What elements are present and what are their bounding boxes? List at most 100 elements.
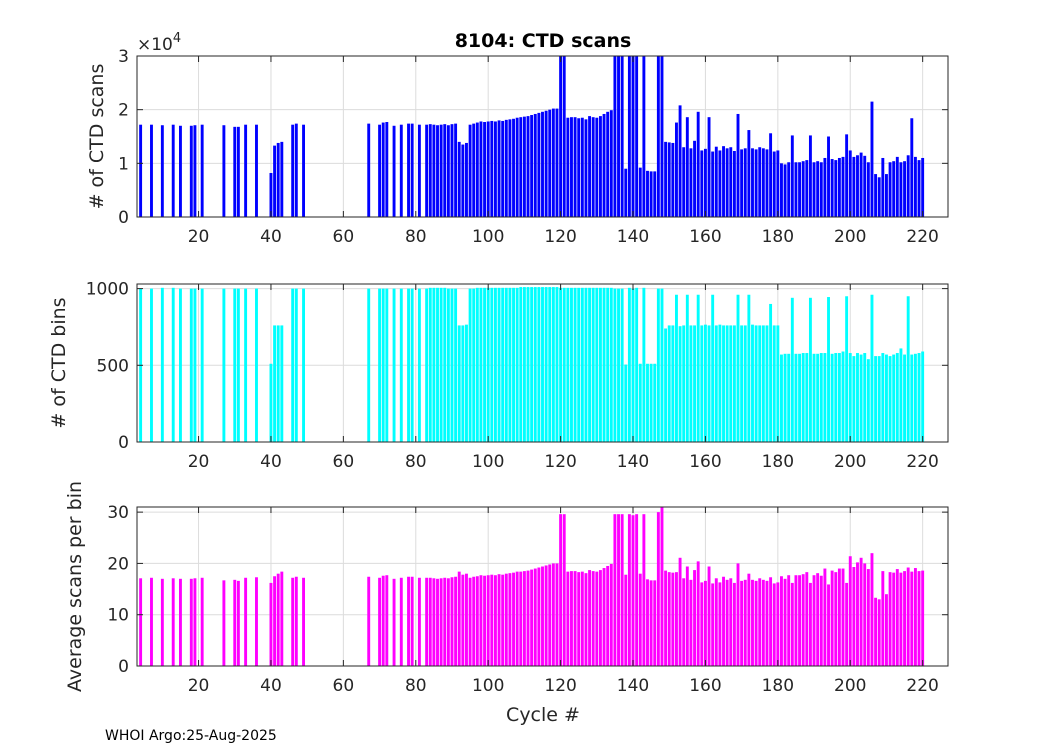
bar (816, 353, 820, 442)
bar (660, 507, 664, 666)
bar (635, 287, 639, 442)
bar (493, 121, 497, 217)
bar (801, 353, 805, 442)
bar (446, 578, 450, 666)
bar (660, 288, 664, 442)
bar (595, 287, 599, 442)
bar (689, 148, 693, 217)
bar (787, 162, 791, 217)
bar (649, 171, 653, 217)
bar (548, 287, 552, 442)
bar (486, 575, 490, 666)
bar (446, 288, 450, 442)
bar (747, 294, 751, 442)
bar (233, 579, 237, 666)
bar (703, 324, 707, 442)
bar (700, 325, 704, 442)
x-tick-label: 120 (544, 227, 576, 247)
bar (877, 599, 881, 666)
bar (399, 577, 403, 666)
bar (772, 151, 776, 217)
bar (921, 351, 925, 442)
bar (490, 574, 494, 666)
bar (772, 583, 776, 666)
bar (751, 324, 754, 442)
bar (504, 287, 508, 442)
bar (877, 356, 881, 442)
bar (200, 124, 204, 217)
bar (642, 514, 646, 666)
bar (233, 126, 237, 217)
bar (732, 582, 736, 666)
bar (794, 162, 798, 217)
bar (866, 569, 870, 666)
bar (580, 117, 584, 217)
bar (866, 162, 870, 217)
bar (533, 113, 537, 217)
bar (707, 325, 711, 442)
bar (638, 167, 642, 217)
x-tick-label: 20 (188, 676, 210, 696)
y-axis-label: # of CTD scans (86, 64, 108, 210)
bar (222, 125, 226, 217)
bar (150, 577, 153, 666)
bar (718, 582, 722, 666)
bar (512, 572, 515, 666)
bar (667, 325, 671, 442)
bar (512, 118, 515, 217)
bar (649, 363, 653, 442)
bar (562, 287, 566, 442)
bar (664, 141, 668, 217)
bar (845, 134, 849, 217)
bar (722, 146, 725, 217)
bar (899, 162, 903, 217)
bar (512, 287, 515, 442)
bar (859, 152, 863, 217)
bar (801, 161, 805, 217)
bar (711, 151, 715, 217)
bar (682, 578, 686, 666)
bar (624, 364, 628, 442)
bar (584, 573, 588, 666)
bar (432, 578, 436, 666)
bar (888, 162, 892, 217)
bar (367, 288, 371, 442)
bar (179, 578, 182, 666)
bar (780, 576, 783, 666)
bar (551, 287, 555, 442)
bar (222, 288, 226, 442)
x-tick-label: 200 (834, 227, 866, 247)
bar (649, 580, 653, 666)
bar (678, 326, 682, 442)
bar (244, 124, 248, 217)
bar (179, 288, 182, 442)
bar (834, 572, 838, 666)
bar (537, 112, 541, 217)
bar (885, 174, 888, 217)
y-exponent-power: 4 (173, 31, 181, 46)
bar (830, 353, 834, 442)
bar (722, 325, 725, 442)
bar (541, 566, 544, 666)
bar (436, 125, 439, 217)
bar (189, 578, 193, 666)
bar (732, 325, 736, 442)
bar (269, 363, 273, 442)
bar (646, 170, 649, 217)
bar (823, 157, 827, 217)
bar (682, 325, 686, 442)
bar (617, 514, 620, 666)
bar (577, 118, 581, 217)
bar (443, 124, 447, 217)
bar (584, 119, 588, 217)
bar (302, 577, 305, 666)
bar (522, 116, 526, 217)
bar (555, 287, 559, 442)
bar (769, 577, 773, 666)
bar (598, 570, 602, 666)
bar (468, 577, 472, 666)
bar (823, 568, 827, 666)
bar (646, 363, 649, 442)
bar (906, 296, 910, 442)
